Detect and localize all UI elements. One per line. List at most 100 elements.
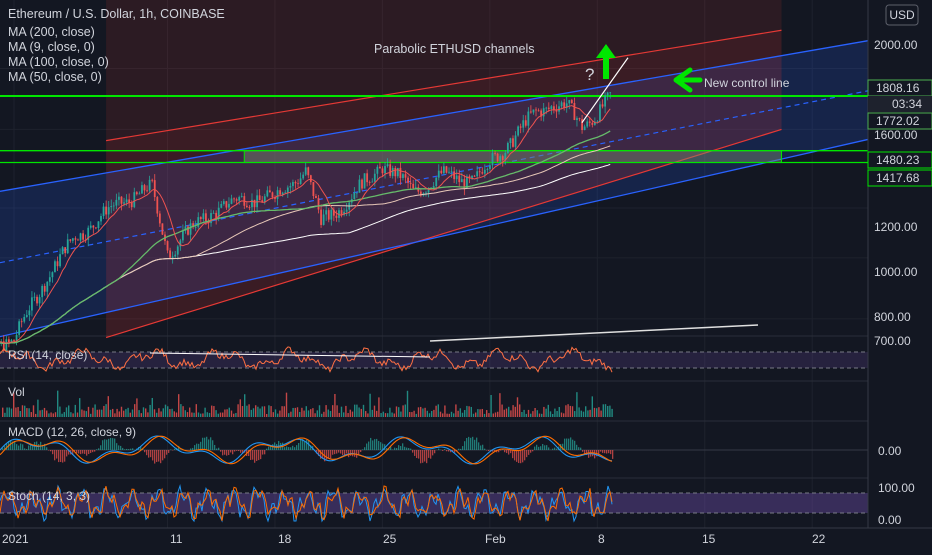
volume-bar <box>273 412 274 417</box>
volume-bar <box>336 405 337 417</box>
macd-histogram-bar <box>156 450 157 462</box>
candle-body <box>213 213 215 214</box>
candle-body <box>369 182 371 183</box>
macd-histogram-bar <box>98 448 99 450</box>
volume-bar <box>207 412 208 417</box>
candle-body <box>223 201 225 204</box>
candle-body <box>561 102 563 106</box>
macd-histogram-bar <box>62 450 63 463</box>
volume-bar <box>281 406 282 417</box>
candle-body <box>510 138 512 143</box>
macd-histogram-bar <box>124 449 125 450</box>
price-axis[interactable]: USD 2000.00 1600.00 1200.00 1000.00 800.… <box>868 0 932 550</box>
rsi-label[interactable]: RSI (14, close) <box>8 348 87 362</box>
volume-bar <box>209 413 210 417</box>
volume-bar <box>277 414 278 417</box>
volume-bar <box>583 412 584 417</box>
macd-histogram-bar <box>166 450 167 455</box>
macd-histogram-bar <box>346 450 347 454</box>
candle-body <box>195 227 197 228</box>
macd-histogram-bar <box>262 450 263 455</box>
candle-body <box>371 182 373 183</box>
volume-bar <box>497 412 498 417</box>
volume-bar <box>33 405 34 417</box>
volume-bar <box>198 412 199 417</box>
macd-histogram-bar <box>60 450 61 462</box>
macd-histogram-bar <box>528 450 529 455</box>
volume-bar <box>193 413 194 417</box>
volume-bar <box>449 414 450 417</box>
volume-bar <box>512 405 513 417</box>
macd-histogram-bar <box>504 450 505 452</box>
volume-bar <box>484 414 485 417</box>
macd-histogram-bar <box>206 437 207 450</box>
candle-body <box>98 221 100 228</box>
volume-bar <box>534 408 535 417</box>
volume-bar <box>341 407 342 417</box>
macd-histogram-bar <box>158 450 159 462</box>
macd-histogram-bar <box>54 450 55 460</box>
macd-histogram-bar <box>256 450 257 461</box>
macd-label[interactable]: MACD (12, 26, close, 9) <box>8 425 136 439</box>
candle-body <box>446 166 448 172</box>
volume-bar <box>306 406 307 417</box>
volume-bar <box>127 408 128 417</box>
macd-histogram-bar <box>230 450 231 452</box>
volume-bar <box>259 409 260 417</box>
volume-bar <box>603 404 604 417</box>
candle-body <box>113 206 115 207</box>
macd-histogram-bar <box>146 450 147 455</box>
volume-bar <box>464 410 465 417</box>
candle-body <box>553 106 555 109</box>
volume-bar <box>213 406 214 417</box>
macd-histogram-bar <box>100 445 101 450</box>
volume-bar <box>523 410 524 417</box>
indicator-ma200[interactable]: MA (200, close) <box>8 25 95 39</box>
volume-bar <box>200 414 201 417</box>
time-tick: 15 <box>702 532 716 546</box>
volume-bar <box>44 408 45 417</box>
stoch-label[interactable]: Stoch (14, 3, 3) <box>8 489 90 503</box>
indicator-ma50[interactable]: MA (50, close, 0) <box>8 70 102 84</box>
macd-histogram-bar <box>548 447 549 450</box>
volume-bar <box>77 413 78 417</box>
candle-body <box>453 171 455 179</box>
macd-histogram-bar <box>290 447 291 450</box>
volume-bar <box>552 414 553 417</box>
macd-histogram-bar <box>294 447 295 450</box>
volume-bar <box>418 407 419 417</box>
volume-label[interactable]: Vol <box>8 385 25 399</box>
volume-bar <box>248 404 249 417</box>
indicator-ma9[interactable]: MA (9, close, 0) <box>8 40 95 54</box>
volume-bar <box>402 405 403 417</box>
candle-body <box>80 233 82 240</box>
currency-button-label[interactable]: USD <box>889 8 915 22</box>
volume-bar <box>61 414 62 417</box>
candle-body <box>522 120 524 127</box>
macd-histogram-bar <box>32 446 33 450</box>
candle-body <box>41 286 43 297</box>
volume-bar <box>224 410 225 417</box>
volume-bar <box>471 407 472 417</box>
candle-body <box>412 184 414 188</box>
macd-histogram-bar <box>132 448 133 450</box>
candle-body <box>131 203 133 207</box>
volume-bar <box>158 408 159 417</box>
macd-histogram-bar <box>150 450 151 457</box>
volume-bar <box>394 413 395 417</box>
ma-tag-text: 1772.02 <box>876 114 920 128</box>
macd-histogram-bar <box>128 449 129 450</box>
volume-bar <box>350 410 351 417</box>
indicator-ma100[interactable]: MA (100, close, 0) <box>8 55 109 69</box>
macd-histogram-bar <box>328 450 329 459</box>
macd-histogram-bar <box>572 440 573 450</box>
volume-bar <box>79 398 80 417</box>
volume-bar <box>189 408 190 417</box>
volume-bar <box>409 412 410 417</box>
volume-bar <box>561 413 562 417</box>
volume-bar <box>268 405 269 417</box>
candle-body <box>82 233 84 239</box>
volume-bar <box>537 410 538 417</box>
